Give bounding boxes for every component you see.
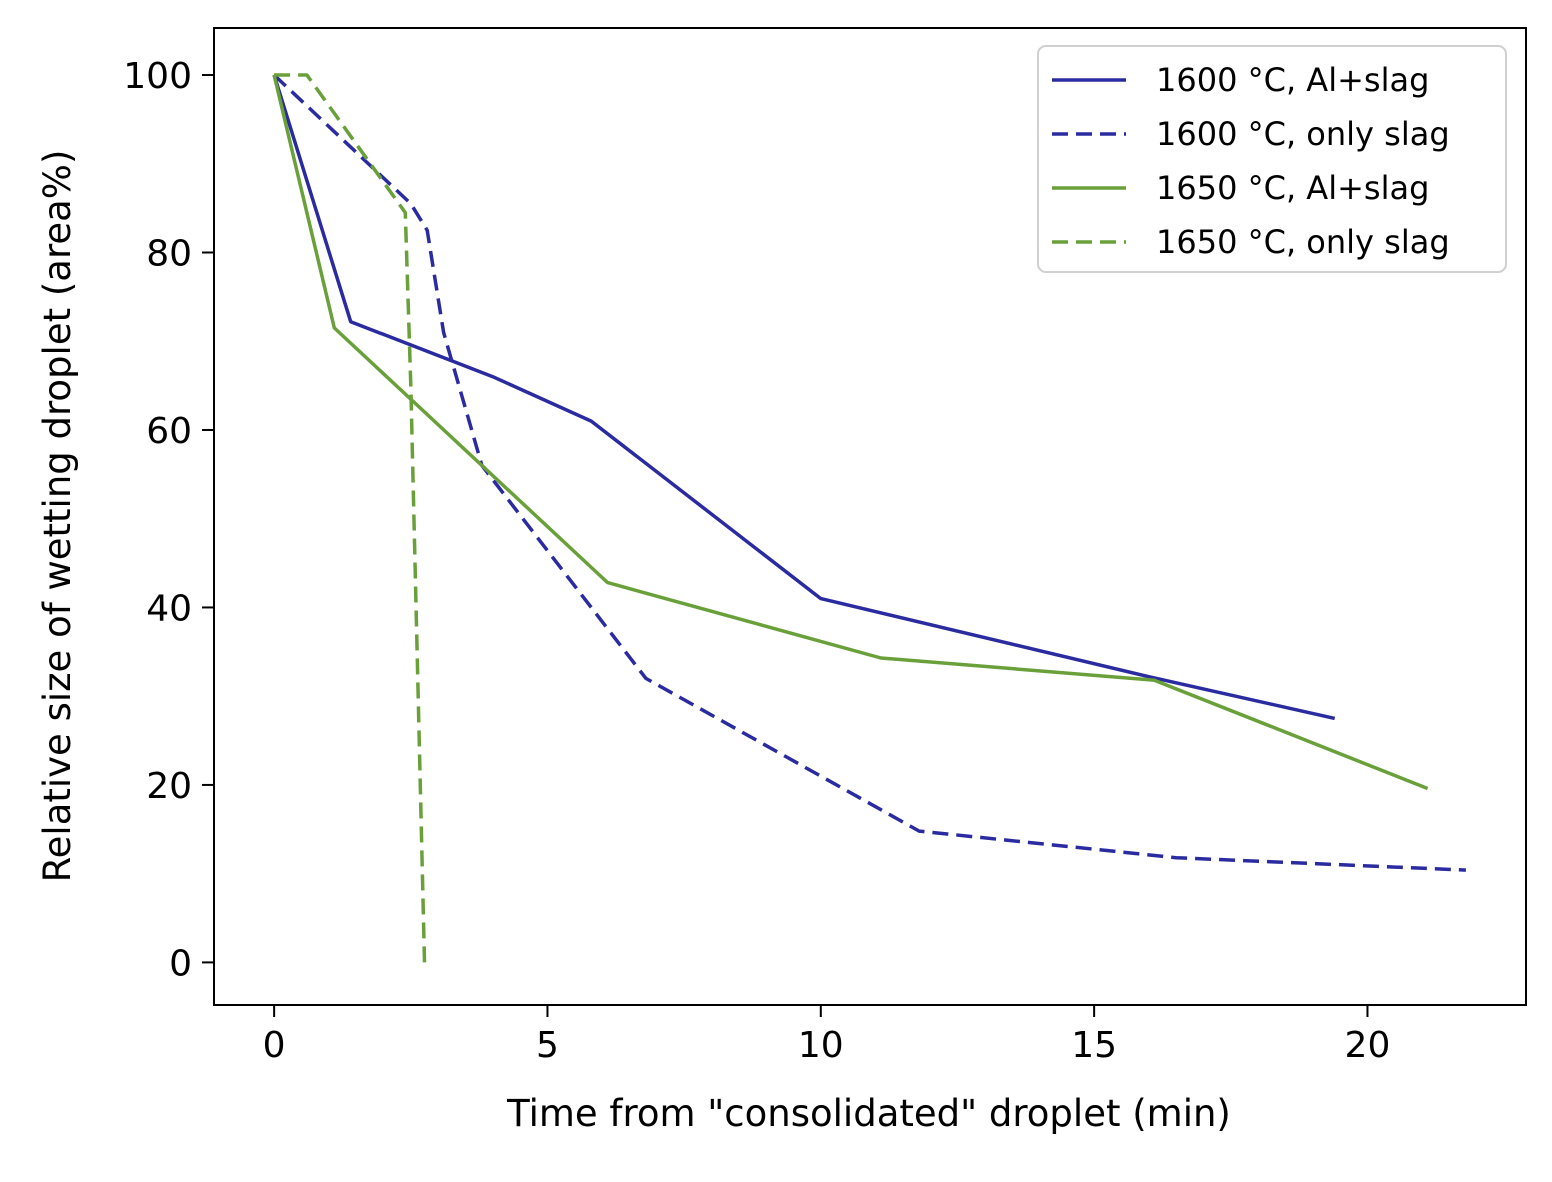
y-tick-label: 20 (146, 766, 192, 807)
y-tick-label: 0 (169, 943, 192, 984)
y-tick-label: 60 (146, 411, 192, 452)
x-axis: 0 5 10 15 20 (263, 1005, 1391, 1066)
x-tick-label: 20 (1345, 1025, 1391, 1066)
y-tick-label: 100 (123, 56, 192, 97)
plot-area (272, 73, 1466, 963)
series-line-1 (272, 74, 1336, 721)
series-line-4 (274, 73, 427, 963)
legend-label-2: 1600 °C, only slag (1156, 115, 1450, 153)
legend-label-3: 1650 °C, Al+slag (1156, 169, 1429, 207)
x-tick-label: 10 (798, 1025, 844, 1066)
y-axis: 0 20 40 60 80 100 (123, 56, 214, 984)
series-line-3 (272, 74, 1429, 791)
legend: 1600 °C, Al+slag 1600 °C, only slag 1650 °… (1037, 45, 1507, 273)
x-axis-label: Time from "consolidated" droplet (min) (506, 1092, 1231, 1135)
legend-items: 1600 °C, Al+slag 1600 °C, only slag 1650 °… (1052, 61, 1450, 261)
y-tick-label: 40 (146, 588, 192, 629)
y-axis-label: Relative size of wetting droplet (area%) (36, 150, 79, 883)
y-tick-label: 80 (146, 234, 192, 275)
plot-frame (213, 27, 1527, 1006)
x-tick-label: 0 (263, 1025, 286, 1066)
legend-frame (1037, 45, 1507, 273)
legend-label-1: 1600 °C, Al+slag (1156, 61, 1429, 99)
x-tick-label: 15 (1071, 1025, 1117, 1066)
x-tick-label: 5 (536, 1025, 559, 1066)
legend-label-4: 1650 °C, only slag (1156, 223, 1450, 261)
